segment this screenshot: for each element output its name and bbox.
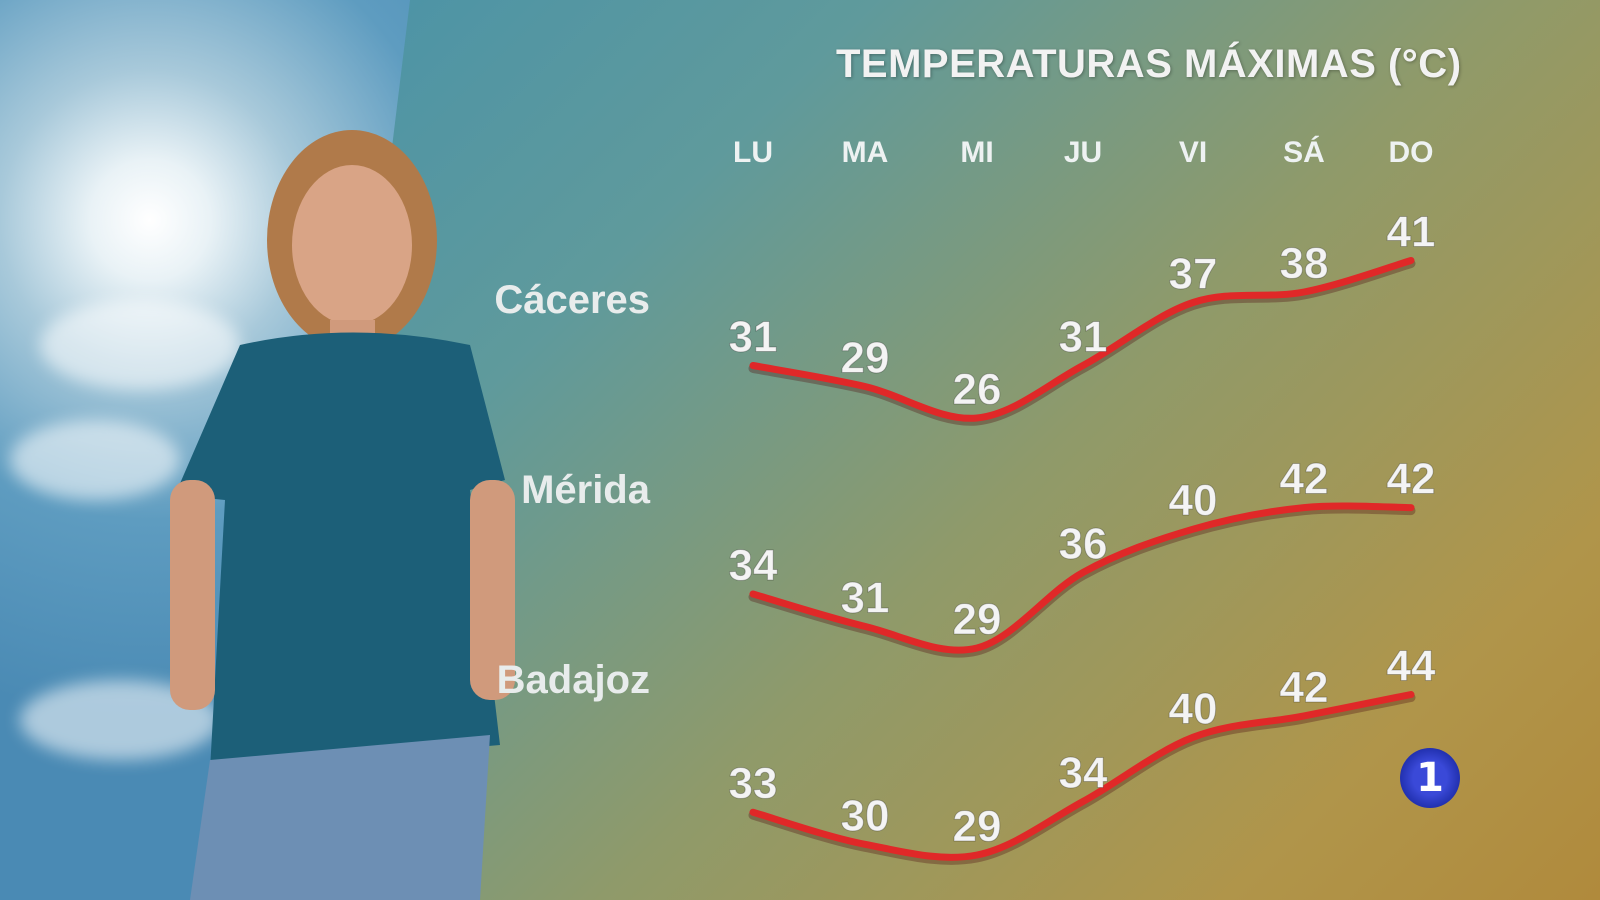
channel-logo: 1 [1400, 748, 1460, 808]
presenter-face [292, 165, 412, 325]
temperature-label: 31 [841, 573, 890, 622]
temperature-label: 34 [729, 541, 778, 590]
temperature-label: 41 [1387, 208, 1436, 257]
day-label: MI [960, 136, 994, 169]
temperature-label: 29 [841, 334, 890, 383]
temperature-label: 33 [729, 759, 778, 808]
day-label: JU [1063, 136, 1103, 169]
temperature-label: 37 [1169, 250, 1218, 299]
temperature-label: 38 [1280, 239, 1329, 288]
temperature-label: 30 [841, 791, 890, 840]
temperature-label: 44 [1387, 642, 1436, 691]
temperature-label: 42 [1280, 663, 1329, 712]
temperature-label: 40 [1169, 684, 1218, 733]
temperature-label: 29 [953, 802, 1002, 851]
day-label: VI [1178, 136, 1208, 169]
day-label: DO [1388, 136, 1434, 169]
cloud [40, 300, 240, 390]
temperature-label: 31 [729, 313, 778, 362]
temperature-label: 34 [1059, 749, 1108, 798]
temperature-line [749, 502, 1415, 654]
day-label: MA [841, 136, 889, 169]
day-label: LU [733, 136, 773, 169]
city-label: Badajoz [496, 658, 650, 702]
chart-title: TEMPERATURAS MÁXIMAS (°C) [836, 42, 1462, 86]
temperature-label: 42 [1387, 455, 1436, 504]
temperature-label: 29 [953, 595, 1002, 644]
temperature-label: 42 [1280, 455, 1329, 504]
city-label: Mérida [521, 468, 650, 512]
presenter-top [175, 332, 505, 770]
day-label: SÁ [1283, 136, 1325, 169]
presenter-jeans [190, 735, 490, 900]
temperature-label: 26 [953, 365, 1002, 414]
city-label: Cáceres [494, 278, 650, 322]
temperature-label: 40 [1169, 476, 1218, 525]
temperature-label: 36 [1059, 519, 1108, 568]
temperature-line [749, 257, 1415, 422]
cloud [10, 420, 180, 500]
temperature-label: 31 [1059, 313, 1108, 362]
temperature-line [749, 691, 1415, 861]
